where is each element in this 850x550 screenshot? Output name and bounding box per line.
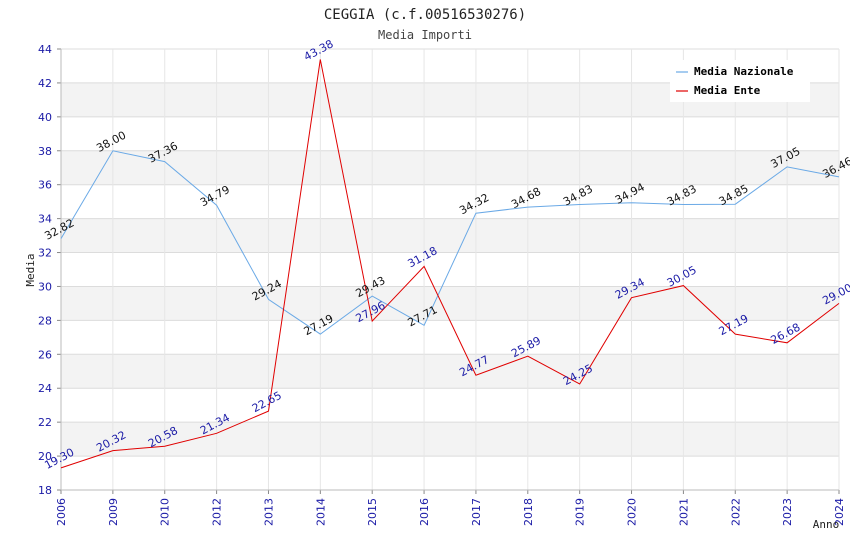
x-tick-label: 2022 <box>729 498 742 526</box>
x-tick-label: 2010 <box>159 498 172 526</box>
grid-band <box>61 422 839 457</box>
x-tick-labels: 2006 2009 2010 2012 2013 2014 2015 2016 2017 2018… <box>55 498 846 526</box>
y-tick-label: 22 <box>38 416 52 429</box>
x-tick-label: 2012 <box>211 498 224 526</box>
grid-band <box>61 286 839 321</box>
series-lines <box>60 59 840 469</box>
y-tick-label: 36 <box>38 179 52 192</box>
x-tick-label: 2013 <box>262 498 275 526</box>
x-tick-label: 2016 <box>418 498 431 526</box>
x-tick-label: 2018 <box>522 498 535 526</box>
y-tick-label: 44 <box>38 43 52 56</box>
y-tick-label: 20 <box>38 450 52 463</box>
y-axis-label: Media <box>24 253 37 286</box>
y-tick-label: 38 <box>38 145 52 158</box>
x-tick-label: 2024 <box>833 498 846 526</box>
y-tick-label: 42 <box>38 77 52 90</box>
y-tick-labels: 18 20 22 24 26 28 30 32 34 36 38 40 42 44 <box>38 43 52 497</box>
y-tick-label: 34 <box>38 213 52 226</box>
grid-band <box>61 116 839 151</box>
x-tick-label: 2017 <box>470 498 483 526</box>
legend-box <box>670 60 810 102</box>
series-line-media-ente <box>60 59 840 469</box>
series-line-media-nazionale <box>60 150 840 335</box>
y-tick-label: 24 <box>38 382 52 395</box>
y-tick-label: 32 <box>38 247 52 260</box>
grid-band <box>61 184 839 219</box>
grid-band <box>61 456 839 490</box>
chart-title: CEGGIA (c.f.00516530276) <box>324 7 526 23</box>
x-tick-label: 2023 <box>781 498 794 526</box>
grid-band <box>61 354 839 389</box>
y-tick-label: 40 <box>38 111 52 124</box>
grid-band <box>61 320 839 355</box>
grid-band <box>61 218 839 253</box>
x-tick-label: 2015 <box>366 498 379 526</box>
x-tick-label: 2020 <box>626 498 639 526</box>
legend-label-media-ente: Media Ente <box>694 84 761 97</box>
x-tick-label: 2021 <box>677 498 690 526</box>
grid-band <box>61 150 839 185</box>
y-tick-label: 28 <box>38 314 52 327</box>
legend-label-media-nazionale: Media Nazionale <box>694 65 794 78</box>
x-tick-label: 2009 <box>107 498 120 526</box>
y-tick-label: 26 <box>38 348 52 361</box>
x-tick-label: 2019 <box>574 498 587 526</box>
axes <box>60 49 839 491</box>
chart-subtitle: Media Importi <box>378 28 472 42</box>
legend: Media Nazionale Media Ente <box>670 60 810 102</box>
x-tick-label: 2014 <box>314 498 327 526</box>
grid-band <box>61 388 839 423</box>
y-tick-label: 30 <box>38 280 52 293</box>
y-tick-label: 18 <box>38 484 52 497</box>
x-tick-label: 2006 <box>55 498 68 526</box>
x-axis-label: Anno <box>813 518 840 531</box>
